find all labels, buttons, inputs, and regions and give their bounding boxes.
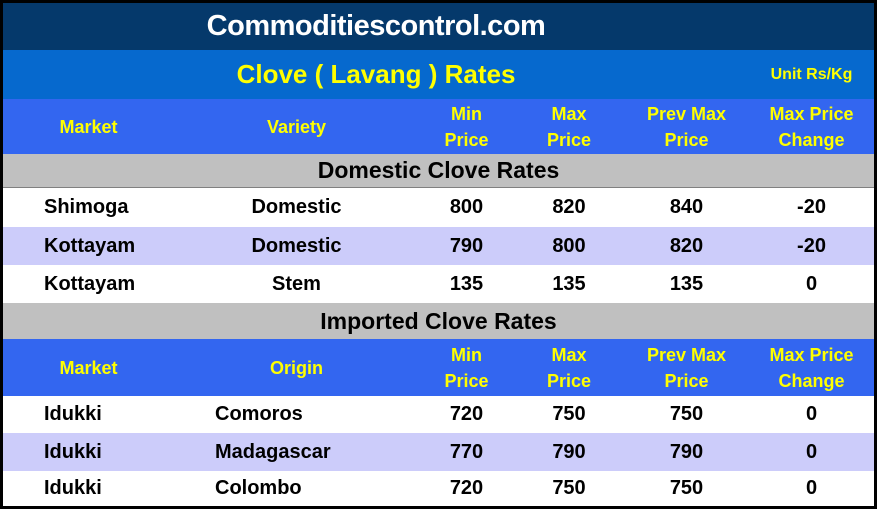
table-row: Idukki Comoros 720 750 750 0: [3, 396, 874, 433]
max-price-cell: 750: [552, 403, 586, 425]
column-header-max-price-change: Max Price Change: [769, 344, 854, 391]
variety-cell: Stem: [272, 272, 321, 295]
market-cell: Kottayam: [44, 234, 136, 257]
max-price-change-cell: 0: [805, 272, 818, 295]
max-price-change-cell: 0: [805, 403, 818, 425]
prev-max-price-cell: 840: [669, 196, 704, 218]
column-header-min-price: Min Price: [444, 344, 489, 391]
domestic-section-header: Domestic Clove Rates: [3, 154, 874, 188]
column-header-prev-max-price: Prev Max Price: [646, 103, 727, 150]
table-row: Idukki Madagascar 770 790 790 0: [3, 433, 874, 471]
column-header-market: Market: [59, 116, 118, 137]
variety-cell: Domestic: [251, 196, 342, 218]
domestic-table-header: Market Variety Min Price Max Price Prev …: [3, 99, 874, 154]
min-price-cell: 720: [449, 477, 484, 499]
column-header-market: Market: [59, 357, 118, 378]
report-title-bar: Clove ( Lavang ) Rates Unit Rs/Kg: [3, 50, 874, 99]
prev-max-price-cell: 750: [669, 403, 704, 425]
column-header-max-price-change: Max Price Change: [769, 103, 854, 150]
market-cell: Idukki: [44, 403, 102, 425]
min-price-cell: 800: [449, 196, 484, 218]
domestic-section-title: Domestic Clove Rates: [317, 157, 560, 183]
market-cell: Shimoga: [44, 196, 129, 218]
max-price-change-cell: 0: [805, 440, 818, 463]
max-price-cell: 135: [552, 272, 586, 295]
max-price-cell: 800: [552, 234, 586, 257]
column-header-max-price: Max Price: [546, 344, 592, 391]
market-cell: Idukki: [44, 477, 102, 499]
imported-section-title: Imported Clove Rates: [320, 307, 557, 334]
report-title: Clove ( Lavang ) Rates: [236, 59, 516, 89]
column-header-origin: Origin: [270, 357, 323, 378]
min-price-cell: 720: [449, 403, 484, 425]
table-row: Kottayam Domestic 790 800 820 -20: [3, 227, 874, 265]
market-cell: Idukki: [44, 440, 102, 463]
origin-cell: Madagascar: [215, 440, 331, 463]
min-price-cell: 790: [449, 234, 484, 257]
max-price-cell: 750: [552, 477, 586, 499]
imported-table-header: Market Origin Min Price Max Price Prev M…: [3, 339, 874, 396]
imported-section-header: Imported Clove Rates: [3, 303, 874, 339]
column-header-min-price: Min Price: [444, 103, 489, 150]
max-price-change-cell: 0: [805, 477, 818, 499]
prev-max-price-cell: 135: [669, 272, 704, 295]
max-price-change-cell: -20: [797, 234, 826, 257]
column-header-prev-max-price: Prev Max Price: [646, 344, 727, 391]
max-price-cell: 820: [552, 196, 586, 218]
max-price-cell: 790: [552, 440, 586, 463]
column-header-variety: Variety: [266, 116, 327, 137]
table-row: Shimoga Domestic 800 820 840 -20: [3, 188, 874, 227]
table-row: Idukki Colombo 720 750 750 0: [3, 471, 874, 506]
min-price-cell: 770: [449, 440, 484, 463]
origin-cell: Comoros: [215, 403, 303, 425]
origin-cell: Colombo: [215, 477, 302, 499]
column-header-max-price: Max Price: [546, 103, 592, 150]
site-title: Commoditiescontrol.com: [206, 10, 546, 42]
site-header-bar: Commoditiescontrol.com: [3, 3, 874, 50]
prev-max-price-cell: 750: [669, 477, 704, 499]
prev-max-price-cell: 820: [669, 234, 704, 257]
prev-max-price-cell: 790: [669, 440, 704, 463]
variety-cell: Domestic: [251, 234, 342, 257]
table-row: Kottayam Stem 135 135 135 0: [3, 265, 874, 303]
min-price-cell: 135: [449, 272, 484, 295]
unit-label: Unit Rs/Kg: [770, 65, 853, 83]
max-price-change-cell: -20: [797, 196, 826, 218]
market-cell: Kottayam: [44, 272, 136, 295]
